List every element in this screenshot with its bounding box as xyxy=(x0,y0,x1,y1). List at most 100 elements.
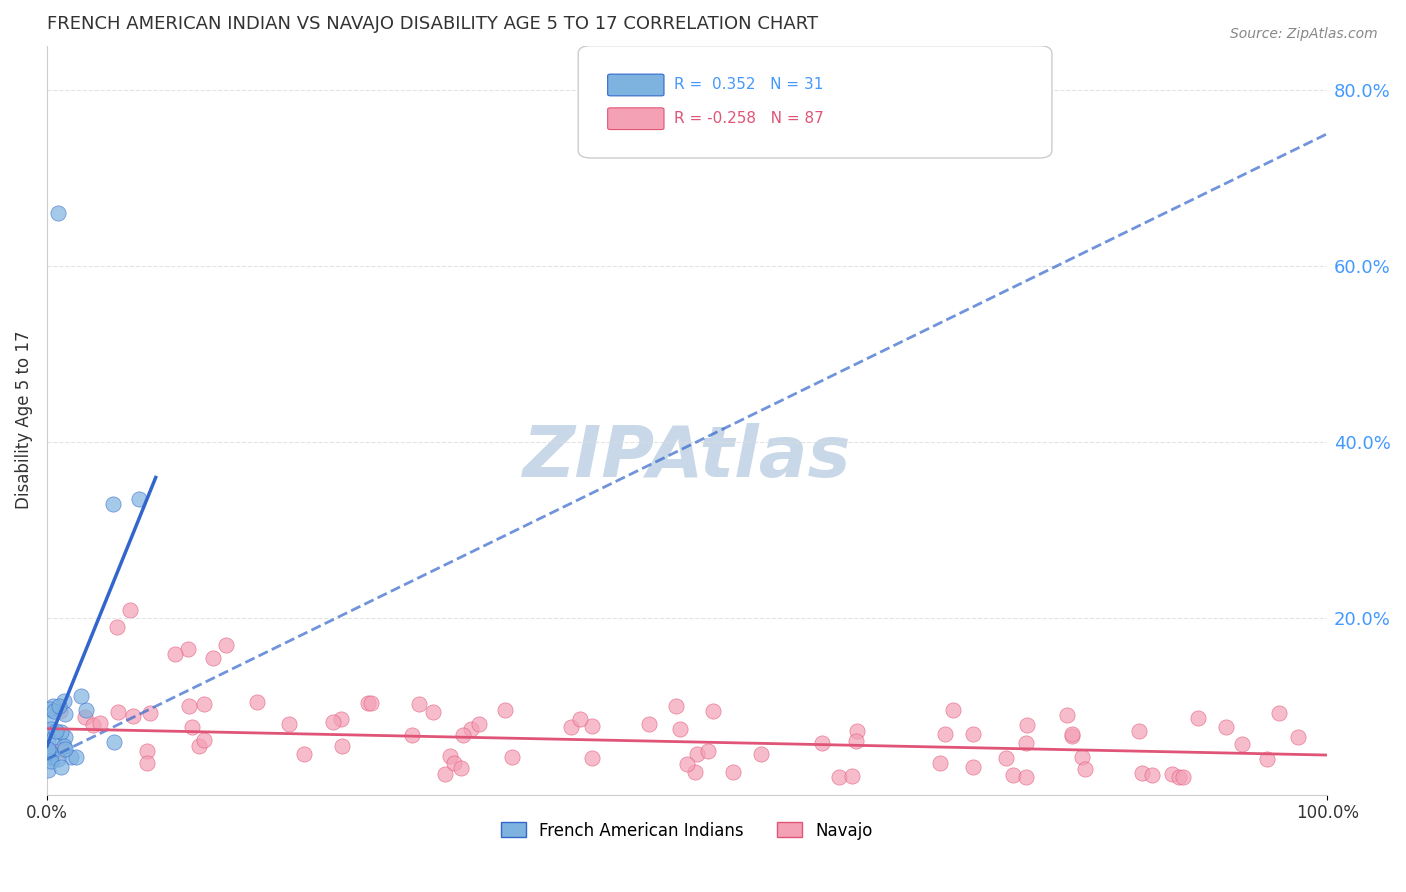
Text: Source: ZipAtlas.com: Source: ZipAtlas.com xyxy=(1230,27,1378,41)
Point xyxy=(995,751,1018,765)
Point xyxy=(45,723,67,738)
Point xyxy=(193,697,215,711)
Point xyxy=(48,206,70,220)
Point xyxy=(453,728,475,742)
Point xyxy=(581,750,603,764)
Point xyxy=(292,747,315,761)
Point xyxy=(42,730,65,744)
Point xyxy=(1173,770,1195,784)
Point xyxy=(37,742,59,756)
Point xyxy=(676,757,699,772)
Point xyxy=(39,722,62,736)
Point xyxy=(846,724,869,739)
Point xyxy=(665,699,688,714)
Point xyxy=(163,647,186,661)
FancyBboxPatch shape xyxy=(607,108,664,129)
Point xyxy=(120,602,142,616)
Point xyxy=(37,763,59,777)
FancyBboxPatch shape xyxy=(578,45,1052,158)
Point xyxy=(1062,729,1084,743)
Point xyxy=(322,714,344,729)
Point xyxy=(494,703,516,717)
Point xyxy=(828,770,851,784)
Point xyxy=(450,761,472,775)
Point xyxy=(439,749,461,764)
Point xyxy=(49,760,72,774)
Point xyxy=(59,750,82,764)
Y-axis label: Disability Age 5 to 17: Disability Age 5 to 17 xyxy=(15,331,32,509)
Point xyxy=(749,747,772,761)
Point xyxy=(637,717,659,731)
Point xyxy=(181,720,204,734)
Point xyxy=(942,703,965,717)
Point xyxy=(408,697,430,711)
Point xyxy=(501,750,523,764)
Point xyxy=(962,727,984,741)
Point xyxy=(1256,752,1278,766)
Point xyxy=(1215,720,1237,734)
Point xyxy=(46,752,69,766)
Point xyxy=(70,690,93,704)
FancyBboxPatch shape xyxy=(607,74,664,95)
Point xyxy=(683,765,706,780)
Point xyxy=(103,735,125,749)
Point xyxy=(105,620,128,634)
Point xyxy=(1161,767,1184,781)
Legend: French American Indians, Navajo: French American Indians, Navajo xyxy=(495,815,880,847)
Point xyxy=(75,709,97,723)
Point xyxy=(330,739,353,753)
Point xyxy=(122,709,145,723)
Point xyxy=(1001,767,1024,781)
Point xyxy=(39,747,62,761)
Point xyxy=(53,731,76,745)
Point xyxy=(468,716,491,731)
Point xyxy=(434,767,457,781)
Point xyxy=(686,747,709,761)
Point xyxy=(696,744,718,758)
Point xyxy=(41,749,63,764)
Point xyxy=(401,728,423,742)
Point xyxy=(811,736,834,750)
Point xyxy=(37,734,59,748)
Point xyxy=(139,706,162,720)
Point xyxy=(443,756,465,770)
Point xyxy=(193,733,215,747)
Point xyxy=(702,704,724,718)
Point xyxy=(49,704,72,718)
Point xyxy=(82,718,104,732)
Point xyxy=(1130,766,1153,780)
Point xyxy=(1014,770,1036,784)
Point xyxy=(39,754,62,768)
Point xyxy=(360,696,382,710)
Point xyxy=(1286,730,1309,744)
Point xyxy=(188,739,211,753)
Point xyxy=(38,702,60,716)
Point xyxy=(48,699,70,714)
Point xyxy=(329,712,352,726)
Point xyxy=(89,716,111,731)
Point xyxy=(42,698,65,713)
Point xyxy=(460,722,482,736)
Point xyxy=(42,704,65,718)
Point xyxy=(723,765,745,780)
Point xyxy=(1060,727,1083,741)
Text: R = -0.258   N = 87: R = -0.258 N = 87 xyxy=(675,111,824,126)
Point xyxy=(51,724,73,739)
Point xyxy=(934,727,956,741)
Point xyxy=(65,749,87,764)
Point xyxy=(568,712,591,726)
Point xyxy=(1142,768,1164,782)
Point xyxy=(560,720,582,734)
Point xyxy=(53,706,76,721)
Point xyxy=(1056,708,1078,723)
Point xyxy=(202,651,225,665)
Point xyxy=(39,746,62,760)
Point xyxy=(1268,706,1291,720)
Point xyxy=(1017,718,1039,732)
Point xyxy=(357,696,380,710)
Point xyxy=(51,742,73,756)
Point xyxy=(128,492,150,507)
Point xyxy=(1074,762,1097,776)
Point xyxy=(1167,770,1189,784)
Point xyxy=(246,695,269,709)
